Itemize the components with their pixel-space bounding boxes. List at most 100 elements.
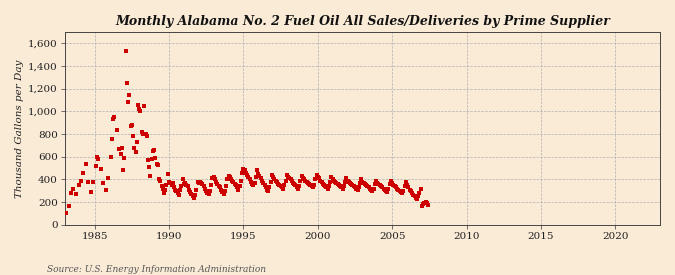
Point bbox=[90, 164, 101, 168]
Point bbox=[294, 184, 304, 188]
Point bbox=[323, 184, 334, 188]
Point bbox=[268, 175, 279, 179]
Point bbox=[186, 192, 196, 196]
Title: Monthly Alabama No. 2 Fuel Oil All Sales/Deliveries by Prime Supplier: Monthly Alabama No. 2 Fuel Oil All Sales… bbox=[115, 15, 610, 28]
Point bbox=[206, 183, 217, 187]
Point bbox=[419, 200, 430, 205]
Point bbox=[242, 173, 252, 177]
Point bbox=[308, 185, 319, 189]
Point bbox=[277, 186, 288, 191]
Point bbox=[336, 185, 347, 189]
Point bbox=[180, 181, 190, 185]
Point bbox=[61, 211, 72, 216]
Point bbox=[145, 174, 156, 178]
Point bbox=[230, 182, 240, 186]
Point bbox=[276, 185, 287, 189]
Point bbox=[392, 186, 402, 191]
Point bbox=[408, 193, 418, 197]
Point bbox=[314, 176, 325, 180]
Point bbox=[414, 191, 425, 195]
Point bbox=[319, 183, 329, 187]
Point bbox=[284, 176, 294, 180]
Point bbox=[254, 174, 265, 178]
Point bbox=[181, 183, 192, 187]
Point bbox=[144, 165, 155, 169]
Point bbox=[188, 195, 199, 200]
Point bbox=[172, 191, 183, 195]
Point bbox=[80, 161, 91, 166]
Point bbox=[146, 157, 157, 161]
Point bbox=[265, 180, 276, 184]
Point bbox=[105, 155, 116, 159]
Point bbox=[346, 182, 356, 186]
Point bbox=[279, 183, 290, 187]
Point bbox=[341, 176, 352, 180]
Point bbox=[331, 181, 342, 185]
Point bbox=[267, 173, 277, 177]
Point bbox=[323, 186, 333, 191]
Point bbox=[271, 180, 282, 184]
Point bbox=[338, 186, 348, 191]
Point bbox=[153, 163, 163, 167]
Point bbox=[410, 195, 421, 200]
Point bbox=[360, 182, 371, 186]
Point bbox=[122, 81, 132, 85]
Text: Source: U.S. Energy Information Administration: Source: U.S. Energy Information Administ… bbox=[47, 265, 266, 274]
Point bbox=[223, 174, 234, 178]
Point bbox=[369, 182, 380, 186]
Point bbox=[108, 117, 119, 122]
Point bbox=[215, 185, 225, 189]
Point bbox=[124, 93, 135, 98]
Point bbox=[218, 192, 229, 196]
Point bbox=[198, 184, 209, 188]
Point bbox=[211, 180, 221, 184]
Point bbox=[320, 184, 331, 188]
Point bbox=[252, 168, 263, 172]
Point bbox=[95, 167, 106, 171]
Point bbox=[256, 178, 267, 183]
Point bbox=[166, 183, 177, 187]
Point bbox=[98, 181, 109, 185]
Point bbox=[413, 194, 424, 199]
Point bbox=[76, 178, 86, 183]
Point bbox=[373, 182, 384, 186]
Point bbox=[340, 180, 350, 184]
Point bbox=[161, 183, 172, 187]
Point bbox=[238, 167, 249, 171]
Point bbox=[169, 185, 180, 189]
Point bbox=[384, 182, 395, 186]
Point bbox=[250, 175, 261, 179]
Point bbox=[258, 181, 269, 185]
Point bbox=[396, 190, 406, 194]
Point bbox=[305, 183, 316, 187]
Point bbox=[404, 188, 415, 192]
Point bbox=[308, 183, 319, 187]
Point bbox=[378, 186, 389, 191]
Point bbox=[259, 183, 270, 187]
Point bbox=[391, 185, 402, 189]
Point bbox=[398, 189, 409, 193]
Point bbox=[190, 193, 200, 197]
Point bbox=[358, 181, 369, 185]
Point bbox=[418, 202, 429, 207]
Point bbox=[191, 188, 202, 192]
Point bbox=[317, 182, 328, 186]
Point bbox=[88, 180, 99, 184]
Point bbox=[362, 184, 373, 188]
Point bbox=[246, 180, 256, 184]
Point bbox=[160, 188, 171, 192]
Point bbox=[415, 186, 426, 191]
Point bbox=[330, 180, 341, 184]
Point bbox=[232, 185, 242, 189]
Point bbox=[120, 49, 131, 53]
Point bbox=[184, 188, 194, 192]
Point bbox=[65, 191, 76, 195]
Point bbox=[200, 189, 211, 193]
Point bbox=[119, 156, 130, 160]
Point bbox=[375, 184, 386, 188]
Point bbox=[352, 188, 363, 192]
Point bbox=[128, 134, 138, 139]
Point bbox=[285, 177, 296, 182]
Point bbox=[255, 176, 266, 180]
Point bbox=[187, 194, 198, 199]
